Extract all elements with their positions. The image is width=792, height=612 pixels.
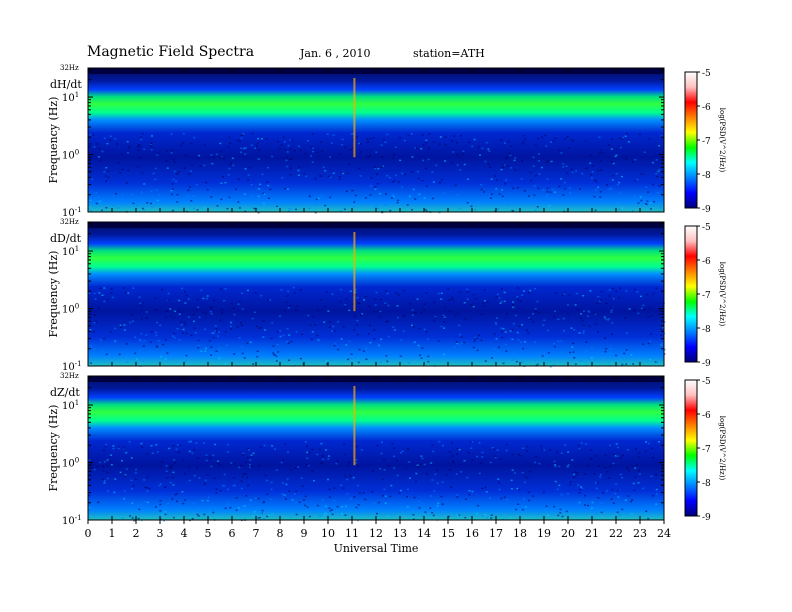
x-tick-label: 21 <box>585 527 599 540</box>
colorbar-tick-label: -8 <box>702 479 711 489</box>
x-tick-label: 7 <box>253 527 260 540</box>
colorbar-tick-label: -8 <box>702 171 711 181</box>
colorbar-2: -5 -6 -7 -8 -9 log(PSD(V^2/Hz)) <box>684 223 726 369</box>
colorbar-tick-label: -9 <box>702 513 711 523</box>
colorbar-tick-label: -9 <box>702 359 711 369</box>
colorbar-tick-label: -7 <box>702 137 711 147</box>
x-tick-label: 13 <box>393 527 407 540</box>
colorbar-tick-label: -8 <box>702 325 711 335</box>
colorbar-label: log(PSD(V^2/Hz)) <box>718 108 726 173</box>
spectrogram-speckle <box>88 286 666 368</box>
colorbar-label: log(PSD(V^2/Hz)) <box>718 262 726 327</box>
x-tick-label: 3 <box>157 527 164 540</box>
spectrogram-image <box>88 376 664 520</box>
x-tick-label: 19 <box>537 527 551 540</box>
panel-1: dH/dt 32Hz 101 100 10-1 Frequency (Hz) <box>47 64 665 219</box>
colorbar-1: -5 -6 -7 -8 -9 log(PSD(V^2/Hz)) <box>684 69 726 215</box>
x-tick-label: 11 <box>345 527 359 540</box>
ytop-label: 32Hz <box>60 64 79 72</box>
colorbar-scale <box>684 225 698 363</box>
y-tick-label: 101 <box>62 91 79 104</box>
x-tick-label: 10 <box>321 527 335 540</box>
x-tick-label: 9 <box>301 527 308 540</box>
event-streak <box>353 386 356 466</box>
y-axis-label: Frequency (Hz) <box>47 405 60 492</box>
y-tick-label: 100 <box>62 303 79 316</box>
colorbar-tick-label: -5 <box>702 223 711 233</box>
y-tick-label: 101 <box>62 399 79 412</box>
colorbar-tick-label: -5 <box>702 69 711 79</box>
panel-label: dH/dt <box>50 78 82 91</box>
x-tick-label: 17 <box>489 527 503 540</box>
spectrogram-speckle <box>88 132 663 214</box>
y-tick-label: 101 <box>62 245 79 258</box>
y-tick-label: 10-1 <box>62 514 82 527</box>
y-axis-label: Frequency (Hz) <box>47 251 60 338</box>
x-tick-label: 12 <box>369 527 383 540</box>
colorbar-tick-label: -6 <box>702 257 711 267</box>
panel-2: dD/dt 32Hz 101 100 10-1 Frequency (Hz) <box>47 218 666 373</box>
colorbar-scale <box>684 71 698 209</box>
y-tick-label: 10-1 <box>62 360 82 373</box>
colorbar-tick-label: -7 <box>702 291 711 301</box>
panel-3: dZ/dt 32Hz 101 100 10-1 Frequency (Hz) <box>47 372 665 527</box>
colorbar-tick-label: -9 <box>702 205 711 215</box>
x-tick-label: 0 <box>85 527 92 540</box>
x-tick-label: 1 <box>109 527 116 540</box>
colorbar-label: log(PSD(V^2/Hz)) <box>718 416 726 481</box>
event-streak <box>353 78 356 158</box>
x-tick-label: 5 <box>205 527 212 540</box>
colorbar-scale <box>684 379 698 517</box>
colorbar-tick-label: -6 <box>702 411 711 421</box>
colorbar-tick-label: -5 <box>702 377 711 387</box>
panel-label: dZ/dt <box>50 386 80 399</box>
y-axis-label: Frequency (Hz) <box>47 97 60 184</box>
chart-date: Jan. 6 , 2010 <box>300 47 371 60</box>
x-tick-label: 23 <box>633 527 647 540</box>
chart-title: Magnetic Field Spectra <box>87 44 255 60</box>
x-axis-label: Universal Time <box>334 542 419 555</box>
x-tick-label: 2 <box>133 527 140 540</box>
spectrogram-image <box>88 68 664 212</box>
x-tick-label: 22 <box>609 527 623 540</box>
y-tick-label: 100 <box>62 457 79 470</box>
colorbar-3: -5 -6 -7 -8 -9 log(PSD(V^2/Hz)) <box>684 377 726 523</box>
panel-label: dD/dt <box>50 232 82 245</box>
ytop-label: 32Hz <box>60 372 79 380</box>
x-tick-label: 8 <box>277 527 284 540</box>
x-tick-label: 18 <box>513 527 527 540</box>
x-tick-label: 15 <box>441 527 455 540</box>
y-tick-label: 10-1 <box>62 206 82 219</box>
colorbar-tick-label: -6 <box>702 103 711 113</box>
station-label: station=ATH <box>413 47 485 60</box>
x-tick-label: 20 <box>561 527 575 540</box>
x-tick-label: 4 <box>181 527 188 540</box>
ytop-label: 32Hz <box>60 218 79 226</box>
x-tick-label: 6 <box>229 527 236 540</box>
spectrogram-image <box>88 222 664 366</box>
x-tick-label: 14 <box>417 527 431 540</box>
x-tick-label: 24 <box>657 527 671 540</box>
event-streak <box>353 232 356 312</box>
x-tick-label: 16 <box>465 527 479 540</box>
y-tick-label: 100 <box>62 149 79 162</box>
colorbar-tick-label: -7 <box>702 445 711 455</box>
